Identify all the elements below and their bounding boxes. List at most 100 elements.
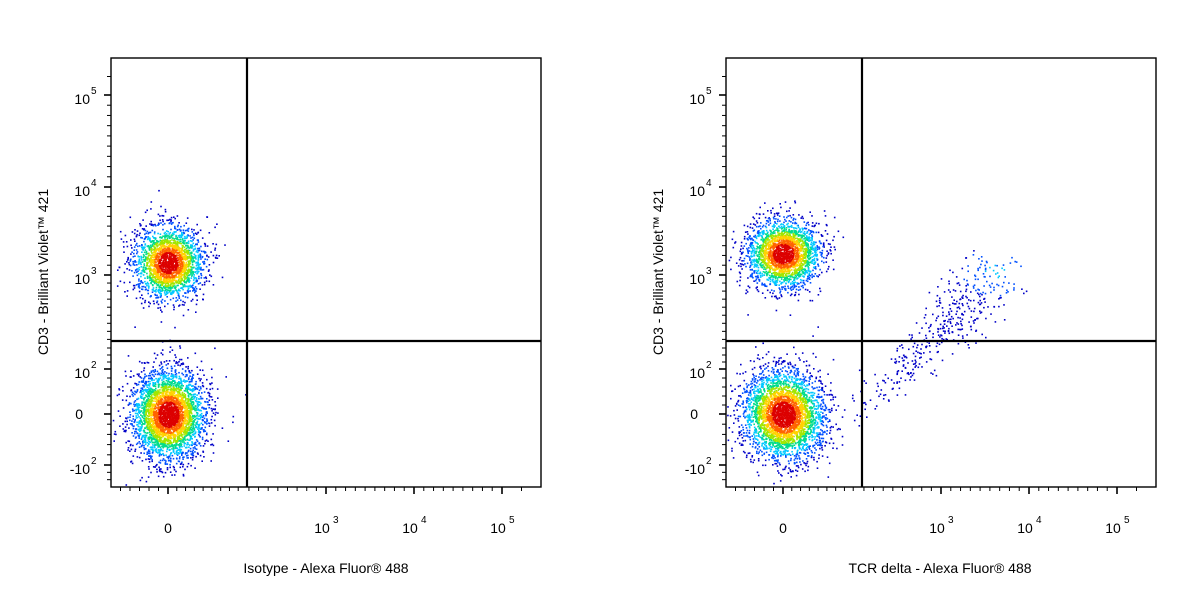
event-dot [169,289,172,292]
event-dot [177,433,179,435]
event-dot [212,433,214,435]
event-dot [197,241,200,243]
event-dot [160,237,163,239]
event-dot [191,261,194,264]
event-dot [166,448,169,450]
event-dot [119,425,121,427]
event-dot [138,422,140,424]
event-dot [167,262,170,265]
event-dot [155,271,157,274]
event-dot [179,269,182,272]
event-dot [118,388,120,390]
event-dot [189,437,192,440]
event-dot [181,303,184,306]
event-dot [232,421,234,424]
event-dot [150,457,152,459]
event-dot [187,391,189,394]
event-dot [167,377,169,380]
event-dot [180,281,182,283]
event-dot [129,419,131,422]
event-dot [188,402,191,405]
event-dot [130,258,132,261]
event-dot [143,444,145,447]
event-dot [170,391,173,394]
event-dot [187,240,190,243]
event-dot [153,446,156,448]
event-dot [194,424,197,427]
event-dot [161,302,163,304]
event-dot [187,357,189,359]
event-dot [145,436,147,438]
event-dot [221,427,224,429]
event-dot [195,243,197,246]
event-dot [163,382,166,385]
event-dot [171,375,173,378]
event-dot [186,380,189,382]
event-dot [201,418,204,421]
event-dot [181,238,184,241]
event-dot [169,231,171,234]
event-dot [159,446,162,448]
event-dot [174,240,176,242]
event-dot [151,430,153,433]
event-dot [178,222,180,224]
event-dot [143,384,145,387]
event-dot [164,384,166,386]
event-dot [168,264,171,267]
event-dot [184,415,186,417]
event-dot [148,458,151,461]
event-dot [173,239,175,242]
event-dot [150,208,152,210]
event-dot [160,439,163,441]
event-dot [178,377,180,380]
event-dot [124,426,127,428]
event-dot [196,366,199,368]
event-dot [148,246,151,248]
event-dot [133,287,136,289]
event-dot [151,288,154,291]
event-dot [118,389,121,391]
event-dot [210,368,213,370]
event-dot [197,400,199,403]
event-dot [161,311,163,313]
event-dot [134,382,136,385]
event-dot [171,272,173,274]
event-dot [152,393,154,396]
event-dot [189,260,191,262]
event-dot [165,389,168,392]
event-dot [179,448,181,450]
event-dot [174,370,177,372]
event-dot [169,218,171,221]
event-dot [156,468,158,471]
event-dot [136,242,138,245]
event-dot [177,444,179,446]
event-dot [199,418,201,420]
event-dot [186,443,188,446]
event-dot [149,374,151,377]
event-dot [149,240,152,242]
event-dot [209,274,211,276]
event-dot [166,252,169,255]
event-dot [174,440,177,442]
event-dot [186,229,188,232]
event-dot [141,362,143,364]
event-dot [155,392,158,395]
event-dot [154,441,156,443]
event-dot [181,391,184,394]
event-dot [166,243,168,245]
event-dot [155,264,158,266]
event-dot [180,440,182,443]
event-dot [147,287,150,289]
event-dot [189,389,192,391]
event-dot [149,380,151,383]
event-dot [161,441,163,443]
event-dot [148,301,150,303]
event-dot [162,373,164,375]
event-dot [199,386,202,388]
event-dot [151,400,153,403]
event-dot [134,229,136,231]
event-dot [160,386,163,389]
event-dot [137,270,139,272]
event-dot [127,440,129,442]
event-dot [140,427,142,430]
